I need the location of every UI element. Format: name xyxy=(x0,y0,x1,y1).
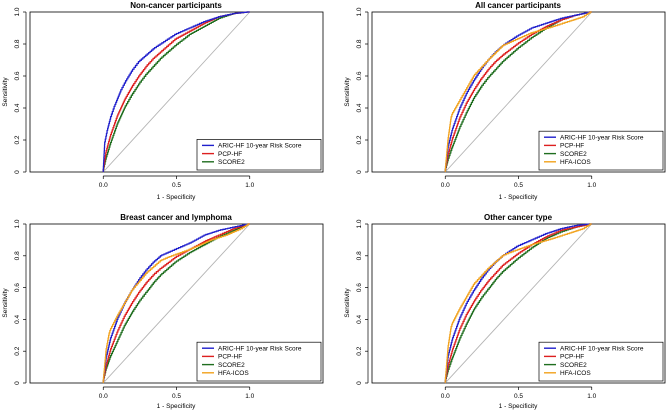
y-tick-label: 0.2 xyxy=(14,346,21,355)
panel-title: All cancer participants xyxy=(475,1,561,10)
x-tick-label: 0.0 xyxy=(441,393,450,400)
legend: ARIC-HF 10-year Risk ScorePCP-HFSCORE2HF… xyxy=(538,341,664,382)
y-axis-label: Sensitivity xyxy=(344,77,351,107)
roc-curve-pcp-hf xyxy=(444,223,592,383)
panel-title: Other cancer type xyxy=(484,213,553,222)
roc-curve-pcp-hf xyxy=(444,11,592,172)
legend-label-pcp-hf: PCP-HF xyxy=(218,354,242,361)
x-tick-label: 0.0 xyxy=(441,182,450,189)
y-axis-label: Sensitivity xyxy=(344,288,351,318)
legend-box xyxy=(196,341,322,382)
legend-label-aric-hf-10-year-risk-score: ARIC-HF 10-year Risk Score xyxy=(218,143,302,150)
y-tick-label: 0.6 xyxy=(14,71,21,80)
y-tick-label: 0.2 xyxy=(356,346,363,355)
y-tick-label: 0.6 xyxy=(14,283,21,292)
reference-diagonal xyxy=(444,11,593,173)
panel-other-cancer: Other cancer type 1 - Specificity Sensit… xyxy=(344,213,666,410)
roc-curve-pcp-hf xyxy=(102,223,250,383)
legend-box xyxy=(538,341,664,382)
roc-curve-hfa-icos xyxy=(444,223,592,383)
x-axis-label: 1 - Specificity xyxy=(499,403,538,410)
legend-label-hfa-icos: HFA-ICOS xyxy=(560,370,591,377)
reference-diagonal xyxy=(444,223,593,384)
x-axis-label: 1 - Specificity xyxy=(499,194,538,201)
y-tick-label: 1.0 xyxy=(356,219,363,228)
y-tick-label: 0 xyxy=(356,381,363,385)
legend-label-aric-hf-10-year-risk-score: ARIC-HF 10-year Risk Score xyxy=(560,346,644,353)
y-tick-label: 0.4 xyxy=(14,315,21,324)
y-tick-label: 0 xyxy=(356,170,363,174)
roc-curve-score2 xyxy=(444,223,592,383)
reference-diagonal xyxy=(102,223,251,384)
panel-title: Breast cancer and lymphoma xyxy=(120,213,232,222)
legend: ARIC-HF 10-year Risk ScorePCP-HFSCORE2HF… xyxy=(196,341,322,382)
y-tick-label: 1.0 xyxy=(14,7,21,16)
panel-non-cancer: Non-cancer participants 1 - Specificity … xyxy=(2,1,324,201)
roc-curve-hfa-icos xyxy=(102,223,250,383)
x-tick-label: 1.0 xyxy=(587,182,596,189)
legend-box xyxy=(196,139,322,171)
roc-curve-pcp-hf xyxy=(102,11,250,172)
y-tick-label: 0.2 xyxy=(14,135,21,144)
legend-box xyxy=(538,130,664,171)
roc-curve-score2 xyxy=(102,11,250,172)
y-tick-label: 0.8 xyxy=(356,251,363,260)
y-tick-label: 1.0 xyxy=(14,219,21,228)
legend-label-score2: SCORE2 xyxy=(560,362,587,369)
x-tick-label: 0.5 xyxy=(172,182,181,189)
x-tick-label: 1.0 xyxy=(245,182,254,189)
y-tick-label: 0.8 xyxy=(356,39,363,48)
y-tick-label: 0.4 xyxy=(356,103,363,112)
legend-label-aric-hf-10-year-risk-score: ARIC-HF 10-year Risk Score xyxy=(560,135,644,142)
x-axis-label: 1 - Specificity xyxy=(157,403,196,410)
y-axis-label: Sensitivity xyxy=(2,288,9,318)
panel-breast-lymphoma: Breast cancer and lymphoma 1 - Specifici… xyxy=(2,213,324,410)
x-tick-label: 0.0 xyxy=(99,393,108,400)
panel-title: Non-cancer participants xyxy=(130,1,222,10)
legend-label-score2: SCORE2 xyxy=(560,151,587,158)
legend-label-pcp-hf: PCP-HF xyxy=(560,143,584,150)
legend: ARIC-HF 10-year Risk ScorePCP-HFSCORE2HF… xyxy=(538,130,664,171)
legend-label-pcp-hf: PCP-HF xyxy=(560,354,584,361)
legend-label-aric-hf-10-year-risk-score: ARIC-HF 10-year Risk Score xyxy=(218,346,302,353)
x-tick-label: 1.0 xyxy=(587,393,596,400)
legend-label-score2: SCORE2 xyxy=(218,362,245,369)
legend-label-hfa-icos: HFA-ICOS xyxy=(218,370,249,377)
x-tick-label: 0.5 xyxy=(172,393,181,400)
y-tick-label: 0.4 xyxy=(356,315,363,324)
x-tick-label: 0.5 xyxy=(514,393,523,400)
y-axis-label: Sensitivity xyxy=(2,77,9,107)
roc-curve-aric-hf-10-year-risk-score xyxy=(102,223,250,383)
reference-diagonal xyxy=(102,11,251,173)
legend-label-hfa-icos: HFA-ICOS xyxy=(560,159,591,166)
y-tick-label: 0.4 xyxy=(14,103,21,112)
y-tick-label: 0.6 xyxy=(356,283,363,292)
x-tick-label: 0.5 xyxy=(514,182,523,189)
y-tick-label: 0.8 xyxy=(14,39,21,48)
y-tick-label: 0 xyxy=(14,381,21,385)
roc-curve-aric-hf-10-year-risk-score xyxy=(102,11,250,172)
y-tick-label: 0 xyxy=(14,170,21,174)
panel-all-cancer: All cancer participants 1 - Specificity … xyxy=(344,1,666,201)
x-axis-label: 1 - Specificity xyxy=(157,194,196,201)
y-tick-label: 0.2 xyxy=(356,135,363,144)
y-tick-label: 0.6 xyxy=(356,71,363,80)
y-tick-label: 1.0 xyxy=(356,7,363,16)
x-tick-label: 0.0 xyxy=(99,182,108,189)
legend-label-pcp-hf: PCP-HF xyxy=(218,151,242,158)
roc-curve-hfa-icos xyxy=(444,11,592,172)
legend-label-score2: SCORE2 xyxy=(218,159,245,166)
y-tick-label: 0.8 xyxy=(14,251,21,260)
x-tick-label: 1.0 xyxy=(245,393,254,400)
